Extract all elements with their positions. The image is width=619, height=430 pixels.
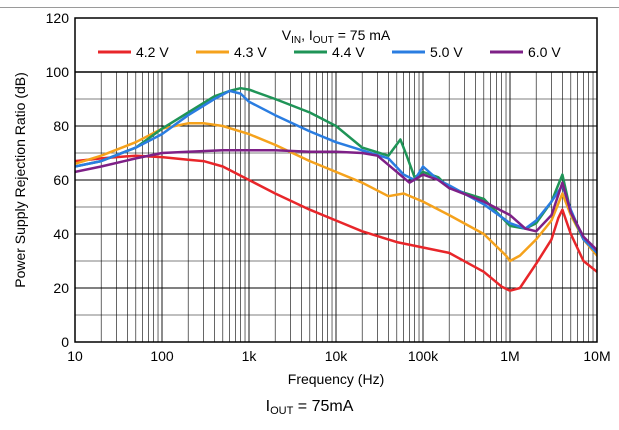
legend: 4.2 V 4.3 V 4.4 V 5.0 V 6.0 V bbox=[98, 44, 561, 60]
series-line bbox=[75, 154, 597, 292]
x-tick-label: 100k bbox=[408, 348, 439, 364]
legend-label: 4.4 V bbox=[332, 44, 365, 60]
x-tick-label: 100 bbox=[150, 348, 174, 364]
y-tick-label: 20 bbox=[53, 280, 69, 296]
legend-title-v-sub: IN bbox=[291, 35, 301, 46]
y-tick-label: 60 bbox=[53, 172, 69, 188]
figure-caption: IOUT = 75mA bbox=[0, 398, 619, 417]
plot-frame bbox=[74, 17, 598, 343]
caption-tail: = 75mA bbox=[293, 398, 354, 415]
legend-box bbox=[75, 18, 597, 72]
caption-sub: OUT bbox=[270, 405, 294, 417]
caption-main: I bbox=[265, 398, 271, 415]
x-tick-label: 10M bbox=[583, 348, 610, 364]
legend-title-mid: , I bbox=[301, 27, 313, 43]
legend-title-i-sub: OUT bbox=[313, 35, 334, 46]
series-line bbox=[75, 122, 597, 263]
y-tick-label: 80 bbox=[53, 118, 69, 134]
series-line bbox=[75, 149, 597, 252]
series-lines bbox=[75, 86, 597, 292]
y-tick-label: 120 bbox=[46, 10, 70, 26]
legend-title: VIN, IOUT = 75 mA bbox=[282, 27, 391, 46]
y-axis-label: Power Supply Rejection Ratio (dB) bbox=[12, 72, 28, 288]
legend-title-v: V bbox=[282, 27, 292, 43]
series-line bbox=[75, 89, 597, 255]
grid bbox=[74, 71, 597, 343]
legend-label: 5.0 V bbox=[430, 44, 463, 60]
legend-label: 6.0 V bbox=[528, 44, 561, 60]
legend-label: 4.2 V bbox=[136, 44, 169, 60]
x-tick-label: 1k bbox=[242, 348, 258, 364]
x-axis-ticks: 10 100 1k 10k 100k 1M 10M bbox=[67, 348, 610, 364]
top-rule bbox=[0, 7, 619, 8]
x-tick-label: 10k bbox=[325, 348, 349, 364]
legend-title-tail: = 75 mA bbox=[334, 27, 391, 43]
y-tick-label: 0 bbox=[61, 334, 69, 350]
y-tick-label: 40 bbox=[53, 226, 69, 242]
x-tick-label: 1M bbox=[500, 348, 519, 364]
y-axis-ticks: 0 20 40 60 80 100 120 bbox=[46, 10, 70, 350]
psrr-chart: 0 20 40 60 80 100 120 10 100 1k 10k 100k 1M 10M VIN,… bbox=[12, 10, 611, 387]
y-tick-label: 100 bbox=[46, 64, 70, 80]
x-axis-label: Frequency (Hz) bbox=[288, 371, 384, 387]
x-tick-label: 10 bbox=[67, 348, 83, 364]
legend-label: 4.3 V bbox=[234, 44, 267, 60]
